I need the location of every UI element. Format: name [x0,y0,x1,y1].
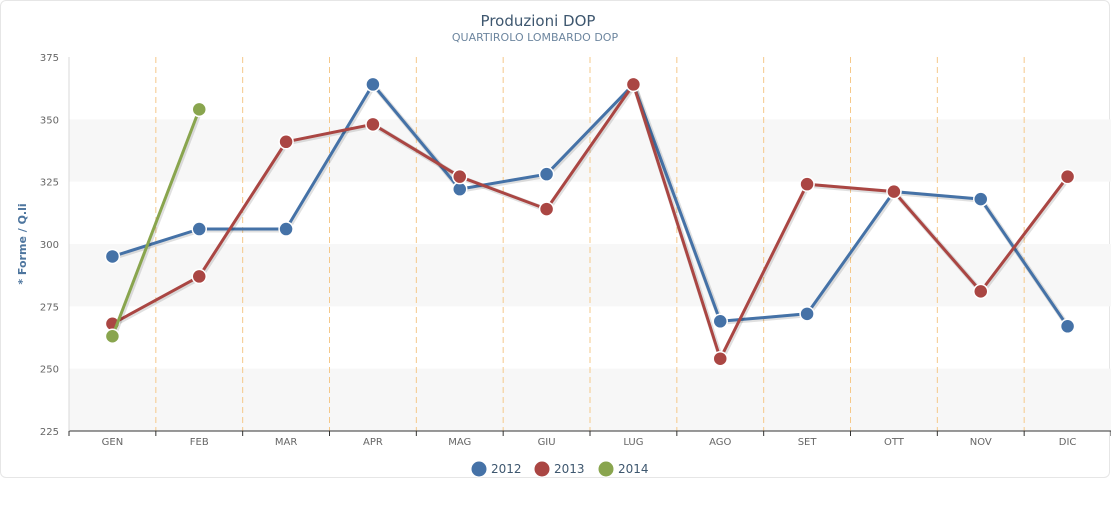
x-tick-label: GEN [102,437,124,448]
x-axis-ticks: GEN FEB MAR APR MAG GIU LUG AGO SET OTT NOV DIC [68,431,1112,448]
y-tick-label: 275 [40,302,59,313]
series-2012 [104,76,1076,335]
data-point[interactable] [191,101,207,118]
series-line [111,82,1069,328]
data-point[interactable] [452,168,468,185]
data-point[interactable] [104,248,121,265]
legend-marker [533,460,551,478]
legend-marker [597,460,615,478]
x-tick-label: NOV [970,437,992,448]
plot-band [69,244,1111,307]
data-point[interactable] [191,268,207,285]
data-point[interactable] [973,191,989,207]
data-point[interactable] [1059,318,1076,335]
y-tick-label: 225 [40,427,59,438]
x-tick-label: MAR [275,437,297,448]
x-tick-label: OTT [884,437,905,448]
data-point[interactable] [712,350,728,367]
data-point[interactable] [365,116,381,133]
legend-item-2012[interactable]: 2012 [470,460,522,478]
x-tick-label: DIC [1059,437,1077,448]
x-tick-label: GIU [538,437,556,448]
y-tick-label: 250 [40,365,59,376]
data-point[interactable] [625,76,642,93]
y-axis-ticks: 225 250 275 300 325 350 375 [40,53,59,438]
data-point[interactable] [973,283,989,300]
y-axis-label: * Forme / Q.li [16,203,29,284]
x-tick-label: AGO [709,437,731,448]
data-point[interactable] [104,328,121,345]
y-tick-label: 325 [40,178,59,189]
legend: 2012 2013 2014 [470,460,649,478]
x-tick-label: FEB [190,437,209,448]
y-tick-label: 350 [40,115,59,126]
legend-item-2013[interactable]: 2013 [533,460,585,478]
x-tick-label: SET [798,437,818,448]
legend-label: 2014 [618,462,649,476]
x-tick-label: MAG [448,437,471,448]
chart-subtitle: QUARTIROLO LOMBARDO DOP [452,31,619,44]
chart-container: 225 250 275 300 325 350 375 GEN FEB MAR APR MAG GIU… [0,0,1112,478]
series-line [110,108,201,337]
x-tick-label: APR [363,437,383,448]
category-separators [155,57,1025,431]
data-point[interactable] [712,313,728,330]
data-point[interactable] [278,221,294,237]
data-point[interactable] [365,76,381,93]
y-tick-label: 300 [40,240,59,251]
line-chart: 225 250 275 300 325 350 375 GEN FEB MAR APR MAG GIU… [16,12,1112,478]
legend-label: 2012 [491,462,522,476]
series-2013 [104,76,1076,367]
series-line [111,82,1069,361]
x-tick-label: LUG [623,437,643,448]
chart-title: Produzioni DOP [481,12,596,30]
y-tick-label: 375 [40,53,59,64]
data-point[interactable] [799,306,815,322]
plot-bands [69,119,1111,431]
series-2014 [104,101,207,345]
legend-item-2014[interactable]: 2014 [597,460,649,478]
legend-label: 2013 [554,462,585,476]
data-point[interactable] [538,166,555,182]
data-point[interactable] [1059,168,1076,185]
data-point[interactable] [538,201,555,217]
data-point[interactable] [191,221,207,237]
data-point[interactable] [886,183,902,200]
legend-marker [470,460,488,478]
series-layer [104,76,1076,367]
data-point[interactable] [278,134,294,150]
data-point[interactable] [799,176,815,192]
